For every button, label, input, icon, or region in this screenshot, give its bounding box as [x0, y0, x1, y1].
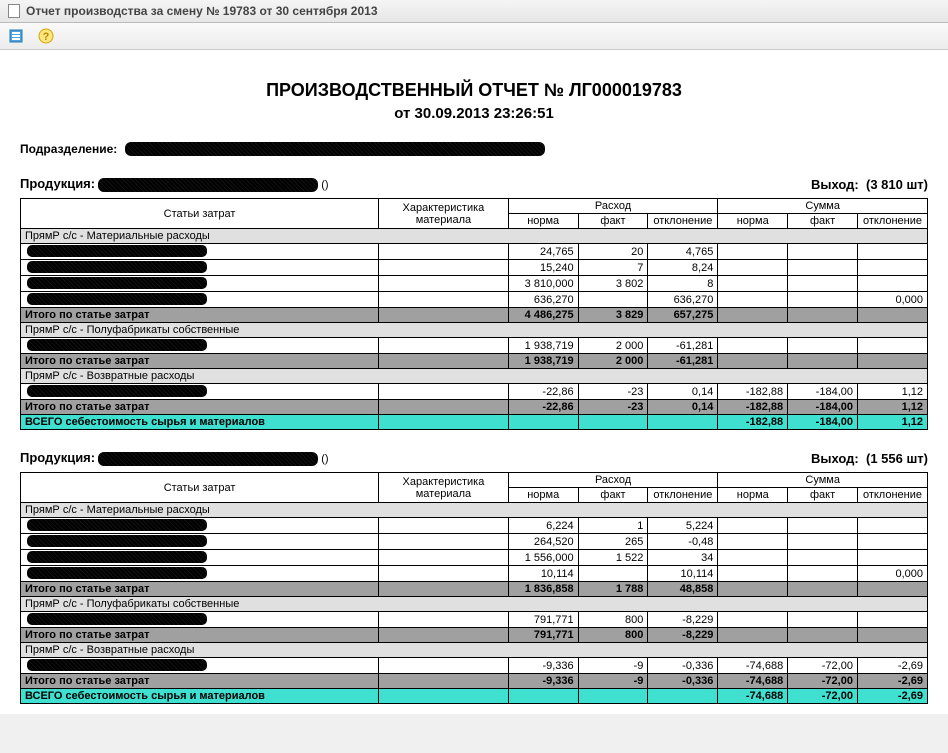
subdivision-label: Подразделение:: [20, 142, 117, 156]
product-name-redacted: [98, 178, 318, 192]
th-material-char: Характеристика материала: [379, 473, 509, 503]
th-amount: Сумма: [718, 199, 928, 214]
item-name-redacted: [21, 244, 379, 260]
th-fact: факт: [578, 214, 648, 229]
section-row: ПрямР с/с - Полуфабрикаты собственные: [21, 597, 928, 612]
table-row: 1 556,0001 52234: [21, 550, 928, 566]
table-row: 15,24078,24: [21, 260, 928, 276]
th-norm: норма: [718, 488, 788, 503]
item-name-redacted: [21, 292, 379, 308]
help-icon[interactable]: ?: [36, 26, 56, 46]
report-table: Статьи затрат Характеристика материала Р…: [20, 472, 928, 704]
svg-text:?: ?: [43, 31, 50, 43]
subdivision-row: Подразделение:: [20, 142, 928, 156]
product-label: Продукция:: [20, 176, 95, 191]
subtotal-row: Итого по статье затрат 4 486,2753 829657…: [21, 308, 928, 323]
th-norm: норма: [508, 214, 578, 229]
total-row: ВСЕГО себестоимость сырья и материалов -…: [21, 689, 928, 704]
form-icon[interactable]: [6, 26, 26, 46]
th-fact: факт: [788, 214, 858, 229]
item-name-redacted: [21, 566, 379, 582]
yield-label: Выход: (3 810 шт): [811, 177, 928, 192]
item-name-redacted: [21, 384, 379, 400]
paren: (): [321, 453, 328, 465]
subtotal-row: Итого по статье затрат 1 836,8581 78848,…: [21, 582, 928, 597]
th-deviation: отклонение: [648, 214, 718, 229]
product-header: Продукция: () Выход: (1 556 шт): [20, 450, 928, 466]
table-row: 3 810,0003 8028: [21, 276, 928, 292]
report-title: ПРОИЗВОДСТВЕННЫЙ ОТЧЕТ № ЛГ000019783: [20, 80, 928, 101]
report-date: от 30.09.2013 23:26:51: [20, 105, 928, 122]
report-table: Статьи затрат Характеристика материала Р…: [20, 198, 928, 430]
table-row: 1 938,7192 000-61,281: [21, 338, 928, 354]
th-deviation: отклонение: [857, 488, 927, 503]
subtotal-row: Итого по статье затрат 1 938,7192 000-61…: [21, 354, 928, 369]
th-cost-item: Статьи затрат: [21, 199, 379, 229]
table-row: 636,270636,270 0,000: [21, 292, 928, 308]
table-row: 6,22415,224: [21, 518, 928, 534]
th-deviation: отклонение: [648, 488, 718, 503]
report-window: Отчет производства за смену № 19783 от 3…: [0, 0, 948, 714]
table-row: -22,86-230,14 -182,88-184,001,12: [21, 384, 928, 400]
table-row: 264,520265-0,48: [21, 534, 928, 550]
item-name-redacted: [21, 276, 379, 292]
table-row: -9,336-9-0,336 -74,688-72,00-2,69: [21, 658, 928, 674]
section-row: ПрямР с/с - Возвратные расходы: [21, 643, 928, 658]
item-name-redacted: [21, 338, 379, 354]
item-name-redacted: [21, 518, 379, 534]
paren: (): [321, 179, 328, 191]
report-content: ПРОИЗВОДСТВЕННЫЙ ОТЧЕТ № ЛГ000019783 от …: [0, 50, 948, 714]
table-row: 791,771800-8,229: [21, 612, 928, 628]
th-deviation: отклонение: [857, 214, 927, 229]
item-name-redacted: [21, 260, 379, 276]
item-name-redacted: [21, 550, 379, 566]
item-name-redacted: [21, 612, 379, 628]
th-amount: Сумма: [718, 473, 928, 488]
th-fact: факт: [578, 488, 648, 503]
th-cost-item: Статьи затрат: [21, 473, 379, 503]
th-material-char: Характеристика материала: [379, 199, 509, 229]
subtotal-row: Итого по статье затрат -9,336-9-0,336 -7…: [21, 674, 928, 689]
document-icon: [8, 4, 20, 18]
section-row: ПрямР с/с - Полуфабрикаты собственные: [21, 323, 928, 338]
th-consumption: Расход: [508, 473, 718, 488]
item-name-redacted: [21, 658, 379, 674]
th-fact: факт: [788, 488, 858, 503]
product-label: Продукция:: [20, 450, 95, 465]
section-row: ПрямР с/с - Материальные расходы: [21, 229, 928, 244]
subtotal-row: Итого по статье затрат -22,86-230,14 -18…: [21, 400, 928, 415]
toolbar: ?: [0, 23, 948, 50]
section-row: ПрямР с/с - Материальные расходы: [21, 503, 928, 518]
th-norm: норма: [508, 488, 578, 503]
product-name-redacted: [98, 452, 318, 466]
yield-label: Выход: (1 556 шт): [811, 451, 928, 466]
subdivision-value-redacted: [125, 142, 545, 156]
th-norm: норма: [718, 214, 788, 229]
table-row: 10,11410,114 0,000: [21, 566, 928, 582]
window-titlebar: Отчет производства за смену № 19783 от 3…: [0, 0, 948, 23]
subtotal-row: Итого по статье затрат 791,771800-8,229: [21, 628, 928, 643]
section-row: ПрямР с/с - Возвратные расходы: [21, 369, 928, 384]
window-title: Отчет производства за смену № 19783 от 3…: [26, 4, 378, 18]
table-row: 24,765204,765: [21, 244, 928, 260]
th-consumption: Расход: [508, 199, 718, 214]
product-header: Продукция: () Выход: (3 810 шт): [20, 176, 928, 192]
total-row: ВСЕГО себестоимость сырья и материалов -…: [21, 415, 928, 430]
item-name-redacted: [21, 534, 379, 550]
